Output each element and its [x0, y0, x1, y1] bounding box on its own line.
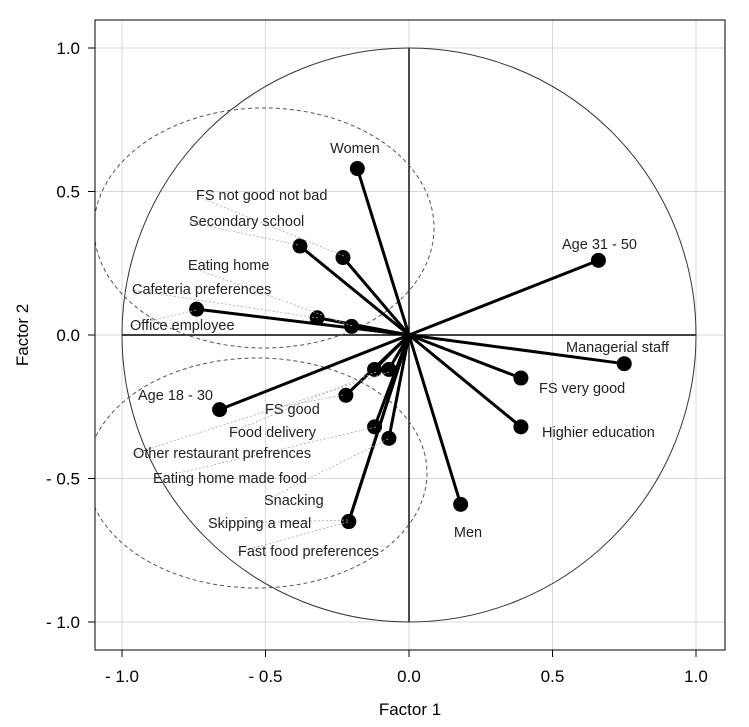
loading-point [338, 387, 354, 403]
label-leader [264, 394, 344, 411]
point-label: Office employee [130, 318, 235, 334]
point-label: Other restaurant prefrences [133, 446, 311, 462]
loading-vector [387, 333, 411, 440]
point-label: Cafeteria preferences [132, 282, 271, 298]
loading-vector [195, 307, 411, 337]
point-labels: Women FS not good not bad Secondary school… [130, 141, 670, 560]
loading-point [344, 318, 360, 334]
label-leader [131, 289, 319, 319]
x-tick-label: 0.5 [541, 667, 565, 686]
loading-point [367, 361, 383, 377]
loading-vector [407, 333, 523, 380]
point-label: Eating home [188, 258, 269, 274]
loading-vector [373, 333, 411, 371]
loading-vector [298, 244, 411, 337]
loading-point [335, 250, 351, 266]
label-leader [187, 265, 353, 327]
point-label: Age 31 - 50 [562, 237, 637, 253]
point-label: Men [454, 525, 482, 541]
point-label: Food delivery [229, 425, 317, 441]
loading-point [341, 514, 357, 530]
loading-point [381, 361, 397, 377]
x-tick-label: 0.0 [397, 667, 421, 686]
point-label: FS not good not bad [196, 188, 327, 204]
label-leader [228, 371, 377, 434]
y-tick-label: 0.5 [56, 183, 80, 202]
loading-vector [341, 256, 411, 337]
point-label: FS very good [539, 381, 625, 397]
label-leaders [129, 195, 390, 553]
loading-point [453, 496, 469, 512]
loading-point [367, 419, 383, 435]
label-leader [237, 521, 349, 553]
label-leader [129, 309, 197, 327]
point-label: Eating home made food [153, 471, 307, 487]
group-ellipse-lower [95, 357, 428, 589]
unit-circle [121, 47, 697, 623]
x-tick-label: 1.0 [684, 667, 708, 686]
y-axis-title: Factor 2 [13, 304, 32, 366]
loading-vector [218, 333, 411, 412]
loading-point [189, 301, 205, 317]
group-ellipse-upper [95, 107, 435, 349]
loading-point [590, 252, 606, 268]
loading-vector [407, 333, 463, 506]
point-label: Secondary school [189, 214, 304, 230]
loading-point [616, 356, 632, 372]
loading-point [381, 430, 397, 446]
point-label: Highier education [542, 425, 655, 441]
loading-vector [407, 333, 523, 429]
y-tick-label: 0.0 [56, 326, 80, 345]
loading-point [212, 402, 228, 418]
point-label: Skipping a meal [208, 516, 311, 532]
loading-point [292, 238, 308, 254]
label-leader [195, 195, 345, 257]
label-leader [132, 371, 390, 455]
y-axis-ticks: 1.0 0.5 0.0 - 0.5 - 1.0 [46, 39, 95, 632]
x-axis-title: Factor 1 [379, 700, 441, 719]
y-tick-label: 1.0 [56, 39, 80, 58]
loading-vector [355, 167, 411, 337]
loading-point [513, 419, 529, 435]
x-tick-label: - 0.5 [248, 667, 282, 686]
point-label: Snacking [264, 493, 324, 509]
y-tick-label: - 0.5 [46, 470, 80, 489]
x-axis-ticks: - 1.0 - 0.5 0.0 0.5 1.0 [105, 650, 708, 686]
point-label: Age 18 - 30 [138, 388, 213, 404]
loading-vector [407, 258, 600, 337]
label-leader [263, 438, 389, 502]
loading-point [349, 161, 365, 177]
loading-point [513, 370, 529, 386]
y-tick-label: - 1.0 [46, 613, 80, 632]
label-leader [207, 519, 349, 525]
point-label: Women [330, 141, 380, 157]
point-label: Managerial staff [566, 340, 670, 356]
label-leader [188, 221, 299, 246]
point-label: Fast food preferences [238, 544, 379, 560]
loading-vector [407, 333, 626, 366]
x-tick-label: - 1.0 [105, 667, 139, 686]
point-label: FS good [265, 402, 320, 418]
